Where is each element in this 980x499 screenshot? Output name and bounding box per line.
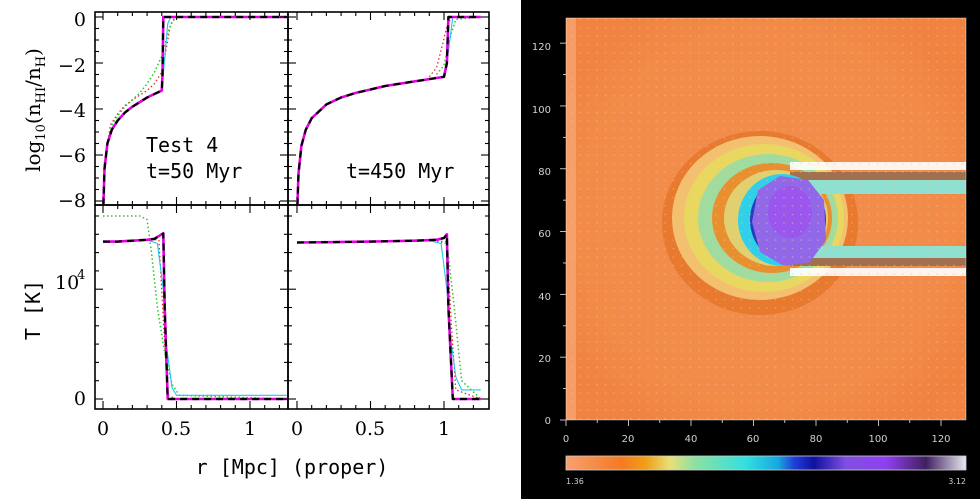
- ylabel-part: log: [21, 140, 45, 171]
- density-map: [565, 17, 967, 421]
- series-line-magenta-solid: [296, 233, 481, 401]
- series-line-black-dash: [296, 15, 481, 204]
- map-frame: [565, 17, 967, 421]
- ylabel-subscript: 10: [34, 124, 49, 141]
- series-line-green-dot: [436, 16, 481, 75]
- ylabel-part: (n: [21, 103, 45, 124]
- bottom-y-tick-labels: 10 4 0: [55, 268, 86, 410]
- map-x-tick-label: 60: [747, 434, 760, 445]
- curves-group: [102, 15, 287, 204]
- annotation-test-label: Test 4: [146, 133, 218, 157]
- map-x-tick-label: 120: [931, 434, 950, 445]
- map-x-tick-labels: 0 20 40 60 80 100 120: [563, 434, 951, 445]
- series-line-green-dot: [103, 215, 287, 400]
- x-tick-labels: 0 0.5 1 0 0.5 1: [97, 418, 450, 440]
- map-y-tick-label: 60: [538, 229, 551, 240]
- x-tick-label: 1: [244, 418, 256, 440]
- panel-frame: [287, 204, 490, 410]
- x-tick-label: 0.5: [355, 418, 385, 440]
- y-tick-label-ten: 10: [55, 272, 79, 294]
- panel-bottom-right: [287, 204, 490, 410]
- panel-bottom-left: [94, 204, 289, 410]
- curves-group: [296, 233, 482, 401]
- ylabel-subscript: HI: [34, 87, 49, 103]
- colorbar-max-label: 3.12: [948, 477, 966, 486]
- colorbar-min-label: 1.36: [566, 477, 584, 486]
- colorbar: 1.36 3.12: [565, 455, 967, 486]
- panel-frame: [94, 204, 289, 410]
- map-y-tick-label: 0: [545, 416, 551, 427]
- series-line-black-dash: [103, 232, 287, 401]
- series-line-magenta-solid: [103, 232, 287, 401]
- y-axis-label-top: log10(nHI/nH): [21, 48, 49, 172]
- series-line-red-dot: [102, 239, 287, 400]
- map-x-tick-label: 20: [622, 434, 635, 445]
- map-y-tick-label: 40: [538, 292, 551, 303]
- map-y-tick-labels: 120 100 80 60 40 20 0: [532, 42, 551, 427]
- colorbar-gradient: [565, 455, 967, 471]
- curves-group: [296, 15, 481, 204]
- y-tick-label: −6: [58, 145, 86, 167]
- map-x-tick-label: 40: [685, 434, 698, 445]
- map-x-tick-label: 100: [868, 434, 887, 445]
- grid-dots-overlay: [566, 18, 966, 420]
- series-line-black-dash: [296, 233, 481, 401]
- y-tick-label: −4: [58, 100, 86, 122]
- axis-ticks: [95, 12, 489, 409]
- series-line-red-dot: [103, 16, 287, 165]
- y-tick-label: 0: [74, 388, 86, 410]
- map-x-tick-label: 0: [563, 434, 569, 445]
- annotation-time-label: t=50 Myr: [146, 159, 242, 183]
- y-axis-label-bottom: T [K]: [21, 280, 45, 340]
- series-line-green-dot: [103, 16, 287, 165]
- series-line-black-dash: [102, 15, 287, 204]
- ylabel-part: ): [21, 48, 45, 56]
- top-y-tick-labels: 0 −2 −4 −6 −8: [58, 9, 86, 212]
- x-axis-label: r [Mpc] (proper): [196, 455, 389, 479]
- left-figure: Test 4 t=50 Myr t=450 Myr 0 −2 −4 −6 −8 …: [21, 9, 490, 479]
- annotation-time-label: t=450 Myr: [346, 159, 454, 183]
- map-y-tick-label: 80: [538, 167, 551, 178]
- series-line-red-dot: [296, 240, 482, 400]
- map-y-tick-label: 20: [538, 354, 551, 365]
- y-tick-label-exponent: 4: [77, 268, 85, 283]
- curves-group: [102, 215, 287, 401]
- panel-top-right: t=450 Myr: [287, 11, 490, 206]
- right-figure: 120 100 80 60 40 20 0 0 20 40 60 80 100 …: [521, 0, 980, 499]
- map-y-tick-label: 100: [532, 105, 551, 116]
- panel-top-left: Test 4 t=50 Myr: [94, 11, 289, 206]
- x-tick-label: 0: [97, 418, 109, 440]
- ylabel-subscript: H: [34, 56, 49, 67]
- series-line-red-dot: [428, 16, 481, 78]
- map-axis-ticks: [560, 42, 942, 426]
- x-tick-label: 0: [291, 418, 303, 440]
- x-tick-label: 1: [438, 418, 450, 440]
- y-tick-label: −8: [58, 190, 86, 212]
- series-line-cyan-solid: [296, 240, 481, 391]
- x-tick-label: 0.5: [161, 418, 191, 440]
- series-line-cyan-solid: [102, 239, 287, 396]
- ylabel-part: /n: [21, 67, 45, 87]
- series-line-green-dot: [296, 239, 482, 400]
- map-y-tick-label: 120: [532, 42, 551, 53]
- map-x-tick-label: 80: [810, 434, 823, 445]
- y-tick-label: −2: [58, 55, 86, 77]
- y-tick-label: 0: [74, 9, 86, 31]
